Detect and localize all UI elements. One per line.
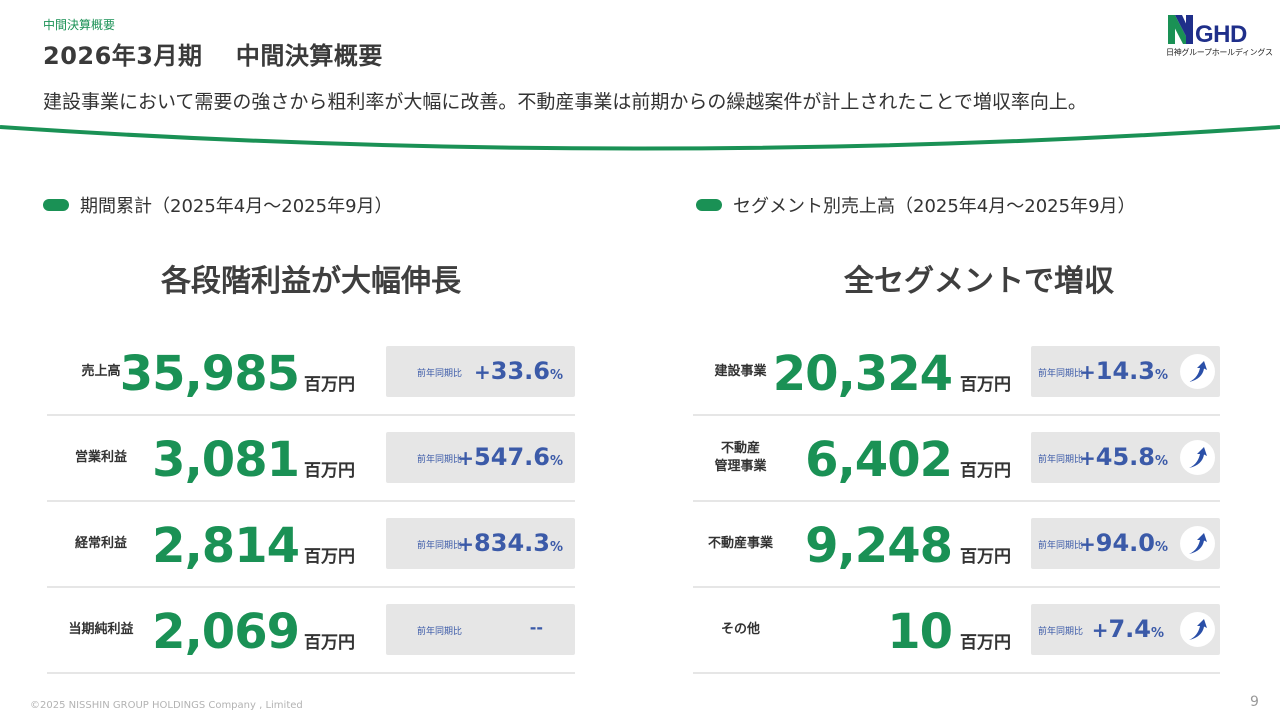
row-value: 3,081 [152, 432, 300, 488]
left-headline: 各段階利益が大幅伸長 [161, 264, 461, 299]
page-number: 9 [1250, 694, 1259, 710]
yoy-box: 前年同期比 +14.3% [1031, 346, 1220, 397]
yoy-value: +45.8% [1078, 443, 1168, 471]
yoy-value: +834.3% [457, 529, 563, 557]
yoy-label: 前年同期比 [417, 369, 463, 379]
breadcrumb: 中間決算概要 [43, 18, 116, 32]
yoy-label: 前年同期比 [417, 455, 463, 465]
yoy-value: +14.3% [1078, 357, 1168, 385]
row-label: 売上高 [81, 364, 121, 380]
yoy-box: 前年同期比 +547.6% [386, 432, 575, 483]
table-row: その他 10 百万円 前年同期比 +7.4% [693, 588, 1220, 674]
row-label: その他 [720, 622, 760, 638]
yoy-label: 前年同期比 [1038, 627, 1084, 637]
row-unit: 百万円 [304, 461, 355, 481]
up-arrow-icon [1180, 440, 1215, 475]
yoy-label: 前年同期比 [417, 541, 463, 551]
yoy-box: 前年同期比 +45.8% [1031, 432, 1220, 483]
row-value: 9,248 [805, 518, 953, 574]
left-section-title: 期間累計（2025年4月～2025年9月） [80, 196, 393, 217]
page-subtitle: 建設事業において需要の強さから粗利率が大幅に改善。不動産事業は前期からの繰越案件… [43, 91, 1087, 113]
row-unit: 百万円 [304, 633, 355, 653]
section-bullet-icon [43, 199, 69, 211]
profit-summary-table: 売上高 35,985 百万円 前年同期比 +33.6% 営業利益 3,081 百… [47, 330, 575, 674]
row-unit: 百万円 [960, 633, 1011, 653]
row-label: 不動産事業 [707, 536, 773, 552]
yoy-label: 前年同期比 [1038, 455, 1084, 465]
segment-sales-table: 建設事業 20,324 百万円 前年同期比 +14.3% 不動産 管理事業 6,4… [693, 330, 1220, 674]
yoy-box: 前年同期比 +834.3% [386, 518, 575, 569]
page-title: 2026年3月期 中間決算概要 [43, 42, 383, 70]
row-label: 当期純利益 [68, 622, 134, 638]
row-value: 35,985 [119, 346, 300, 402]
decorative-green-curve [0, 125, 1280, 151]
row-label: 営業利益 [74, 450, 127, 466]
table-row: 営業利益 3,081 百万円 前年同期比 +547.6% [47, 416, 575, 502]
company-logo: GHD 日神グループホールディングス [1166, 12, 1273, 62]
nghd-logo-icon: GHD [1168, 15, 1248, 46]
right-headline: 全セグメントで増収 [844, 264, 1114, 299]
row-unit: 百万円 [304, 375, 355, 395]
row-value: 10 [887, 604, 953, 660]
table-row: 当期純利益 2,069 百万円 前年同期比 -- [47, 588, 575, 674]
logo-caption: 日神グループホールディングス [1166, 48, 1273, 57]
copyright-notice: ©2025 NISSHIN GROUP HOLDINGS Company , L… [30, 700, 303, 711]
row-label: 経常利益 [74, 536, 127, 552]
yoy-value: +94.0% [1078, 529, 1168, 557]
up-arrow-icon [1180, 526, 1215, 561]
svg-text:GHD: GHD [1195, 21, 1247, 46]
row-value: 2,069 [152, 604, 300, 660]
row-value: 20,324 [772, 346, 953, 402]
up-arrow-icon [1180, 612, 1215, 647]
yoy-label: 前年同期比 [417, 627, 463, 637]
table-row: 不動産事業 9,248 百万円 前年同期比 +94.0% [693, 502, 1220, 588]
row-unit: 百万円 [304, 547, 355, 567]
yoy-box: 前年同期比 +94.0% [1031, 518, 1220, 569]
yoy-label: 前年同期比 [1038, 541, 1084, 551]
table-row: 不動産 管理事業 6,402 百万円 前年同期比 +45.8% [693, 416, 1220, 502]
yoy-value: +547.6% [457, 443, 563, 471]
row-value: 6,402 [805, 432, 953, 488]
up-arrow-icon [1180, 354, 1215, 389]
right-section-header: セグメント別売上高（2025年4月～2025年9月） [696, 192, 1136, 218]
yoy-box: 前年同期比 +33.6% [386, 346, 575, 397]
yoy-value: +7.4% [1091, 615, 1164, 643]
row-label: 不動産 管理事業 [714, 441, 767, 474]
section-bullet-icon [696, 199, 722, 211]
yoy-value: +33.6% [473, 357, 563, 385]
row-label: 建設事業 [714, 364, 767, 380]
table-row: 売上高 35,985 百万円 前年同期比 +33.6% [47, 330, 575, 416]
yoy-label: 前年同期比 [1038, 369, 1084, 379]
table-row: 経常利益 2,814 百万円 前年同期比 +834.3% [47, 502, 575, 588]
yoy-box: 前年同期比 -- [386, 604, 575, 655]
yoy-box: 前年同期比 +7.4% [1031, 604, 1220, 655]
row-unit: 百万円 [960, 547, 1011, 567]
right-section-title: セグメント別売上高（2025年4月～2025年9月） [733, 196, 1136, 217]
yoy-not-applicable: -- [529, 618, 543, 637]
row-value: 2,814 [152, 518, 300, 574]
table-row: 建設事業 20,324 百万円 前年同期比 +14.3% [693, 330, 1220, 416]
row-unit: 百万円 [960, 461, 1011, 481]
left-section-header: 期間累計（2025年4月～2025年9月） [43, 192, 393, 218]
row-unit: 百万円 [960, 375, 1011, 395]
